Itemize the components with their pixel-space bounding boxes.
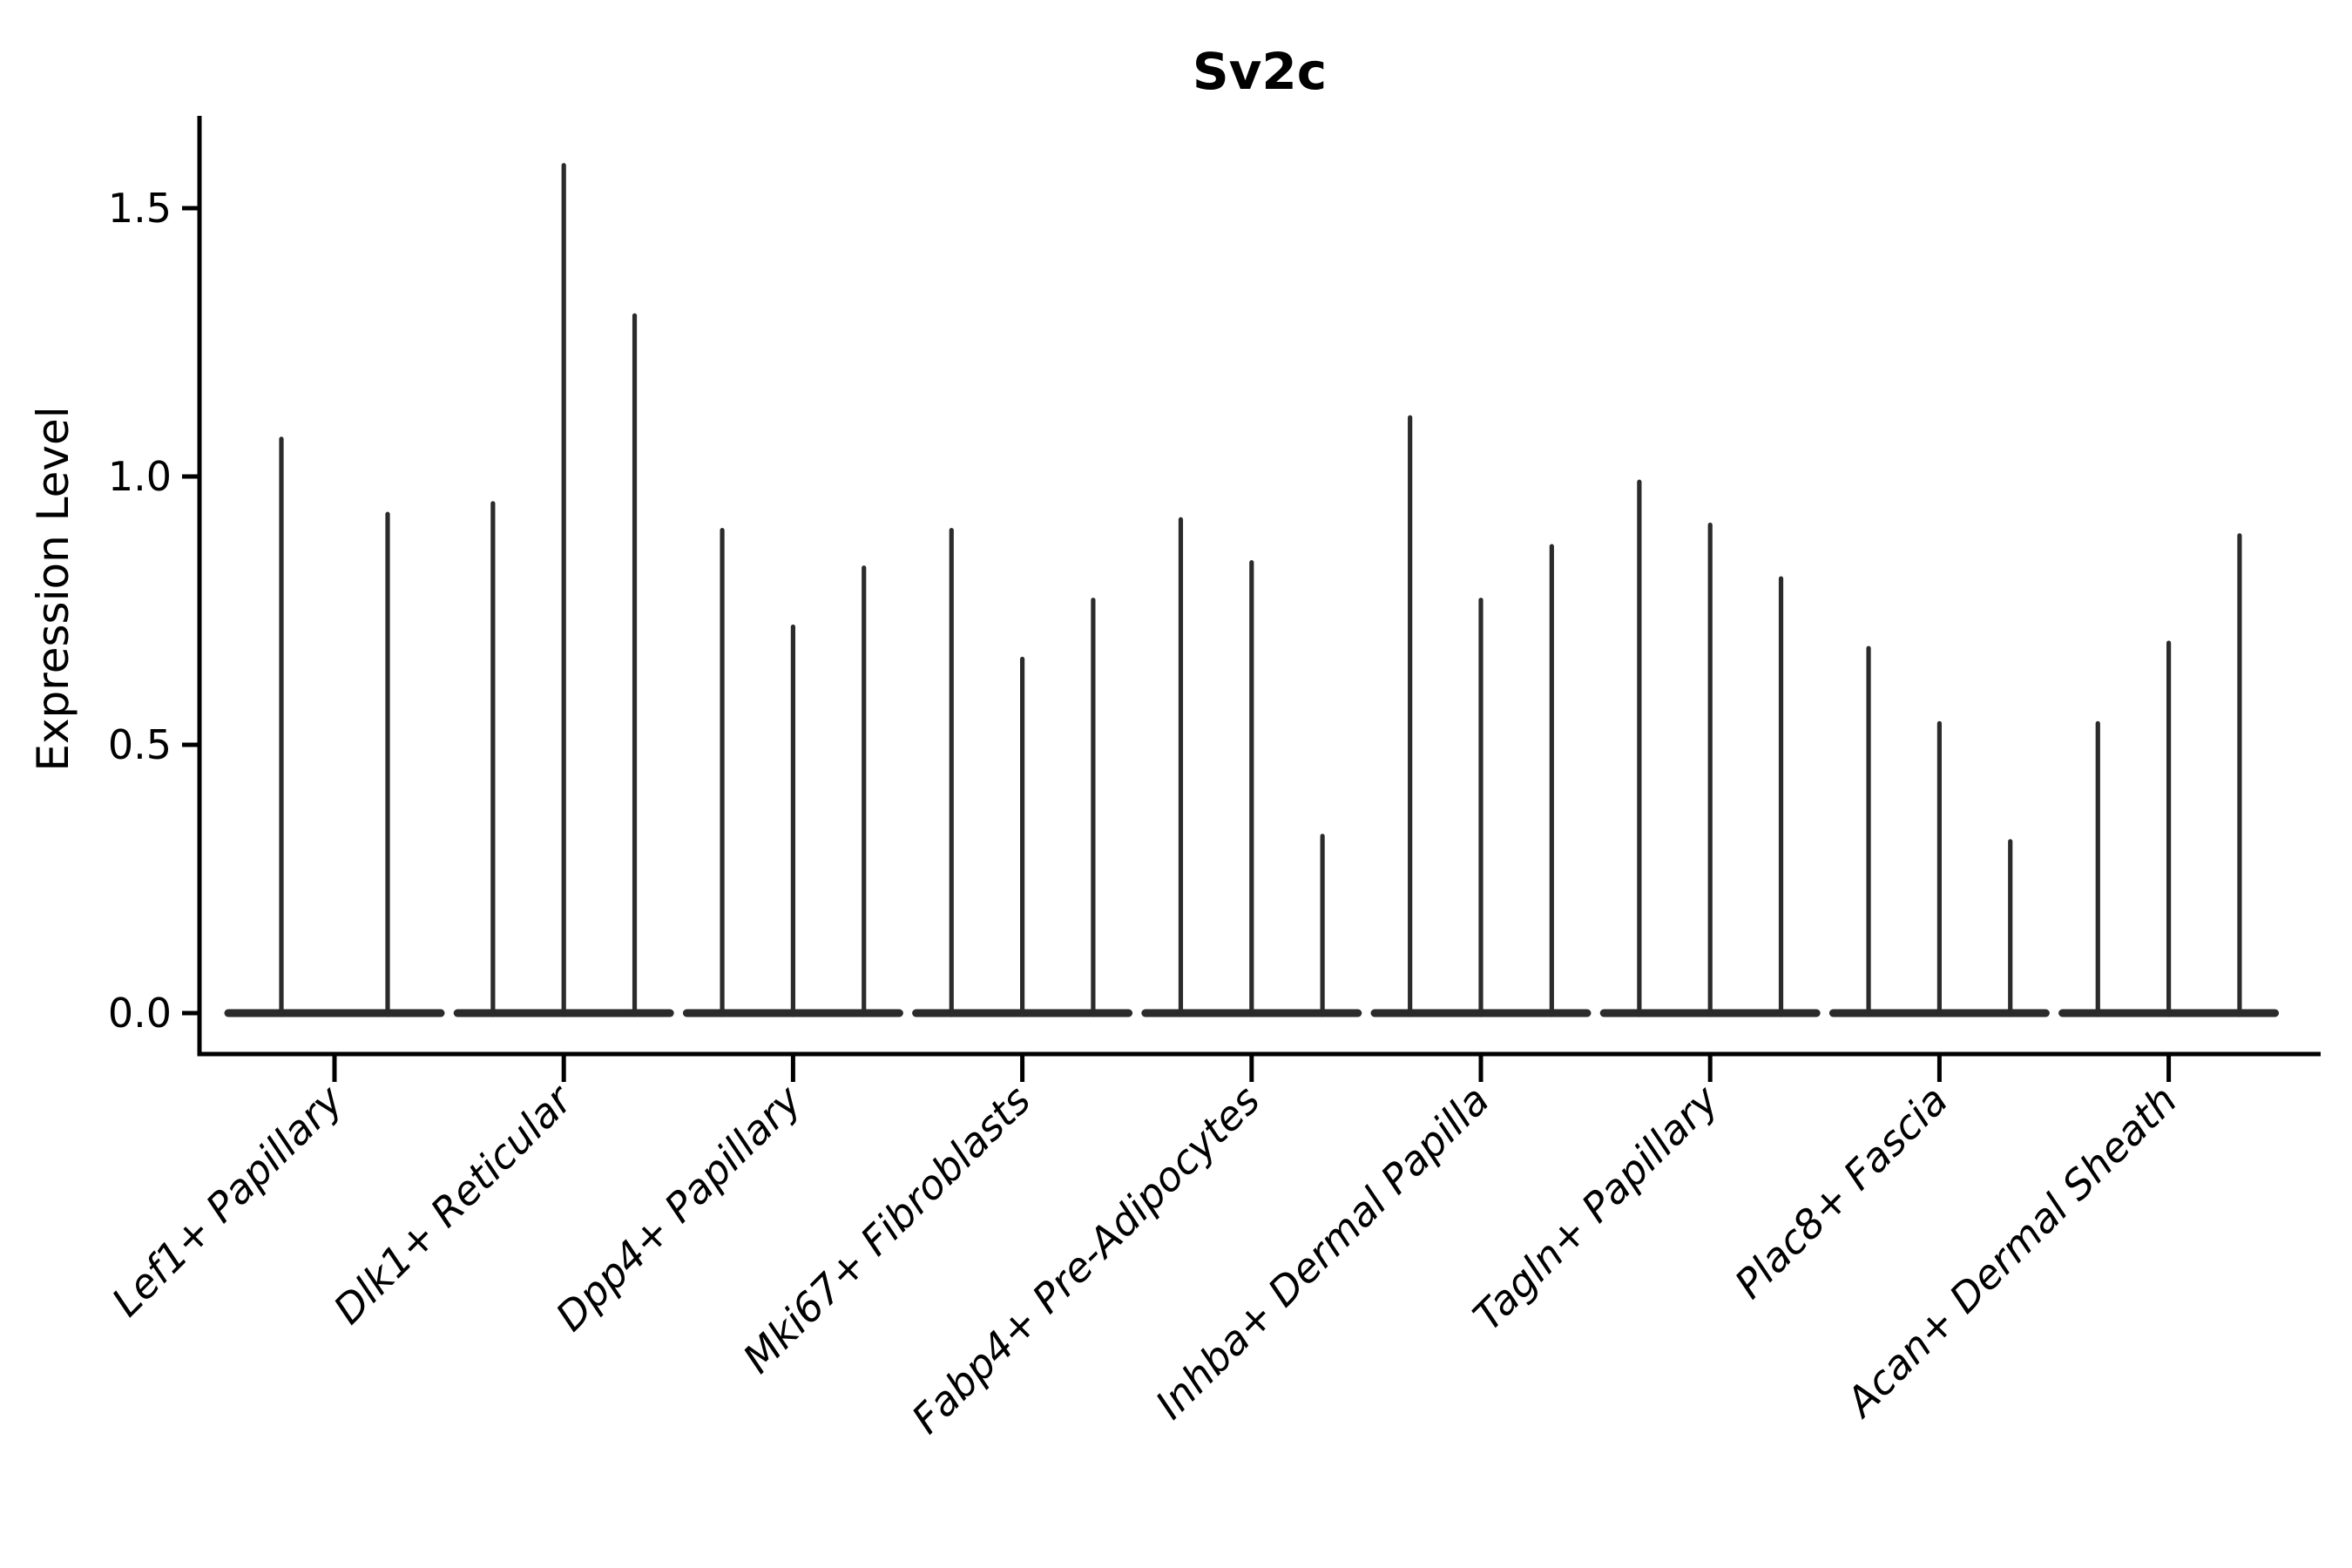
y-tick-label: 0.0 xyxy=(108,990,172,1037)
x-tick-label: Lef1+ Papillary xyxy=(103,1076,352,1325)
x-tick-label: Dlk1+ Reticular xyxy=(324,1074,583,1333)
y-axis-label: Expression Level xyxy=(28,406,78,771)
x-tick-label: Plac8+ Fascia xyxy=(1726,1077,1957,1308)
x-tick-label: Tagln+ Papillary xyxy=(1464,1076,1728,1340)
y-tick-label: 0.5 xyxy=(108,721,172,768)
x-tick-label: Dpp4+ Papillary xyxy=(547,1076,811,1340)
chart-title: Sv2c xyxy=(1193,42,1327,101)
y-tick-label: 1.5 xyxy=(108,185,172,232)
y-tick-label: 1.0 xyxy=(108,453,172,500)
